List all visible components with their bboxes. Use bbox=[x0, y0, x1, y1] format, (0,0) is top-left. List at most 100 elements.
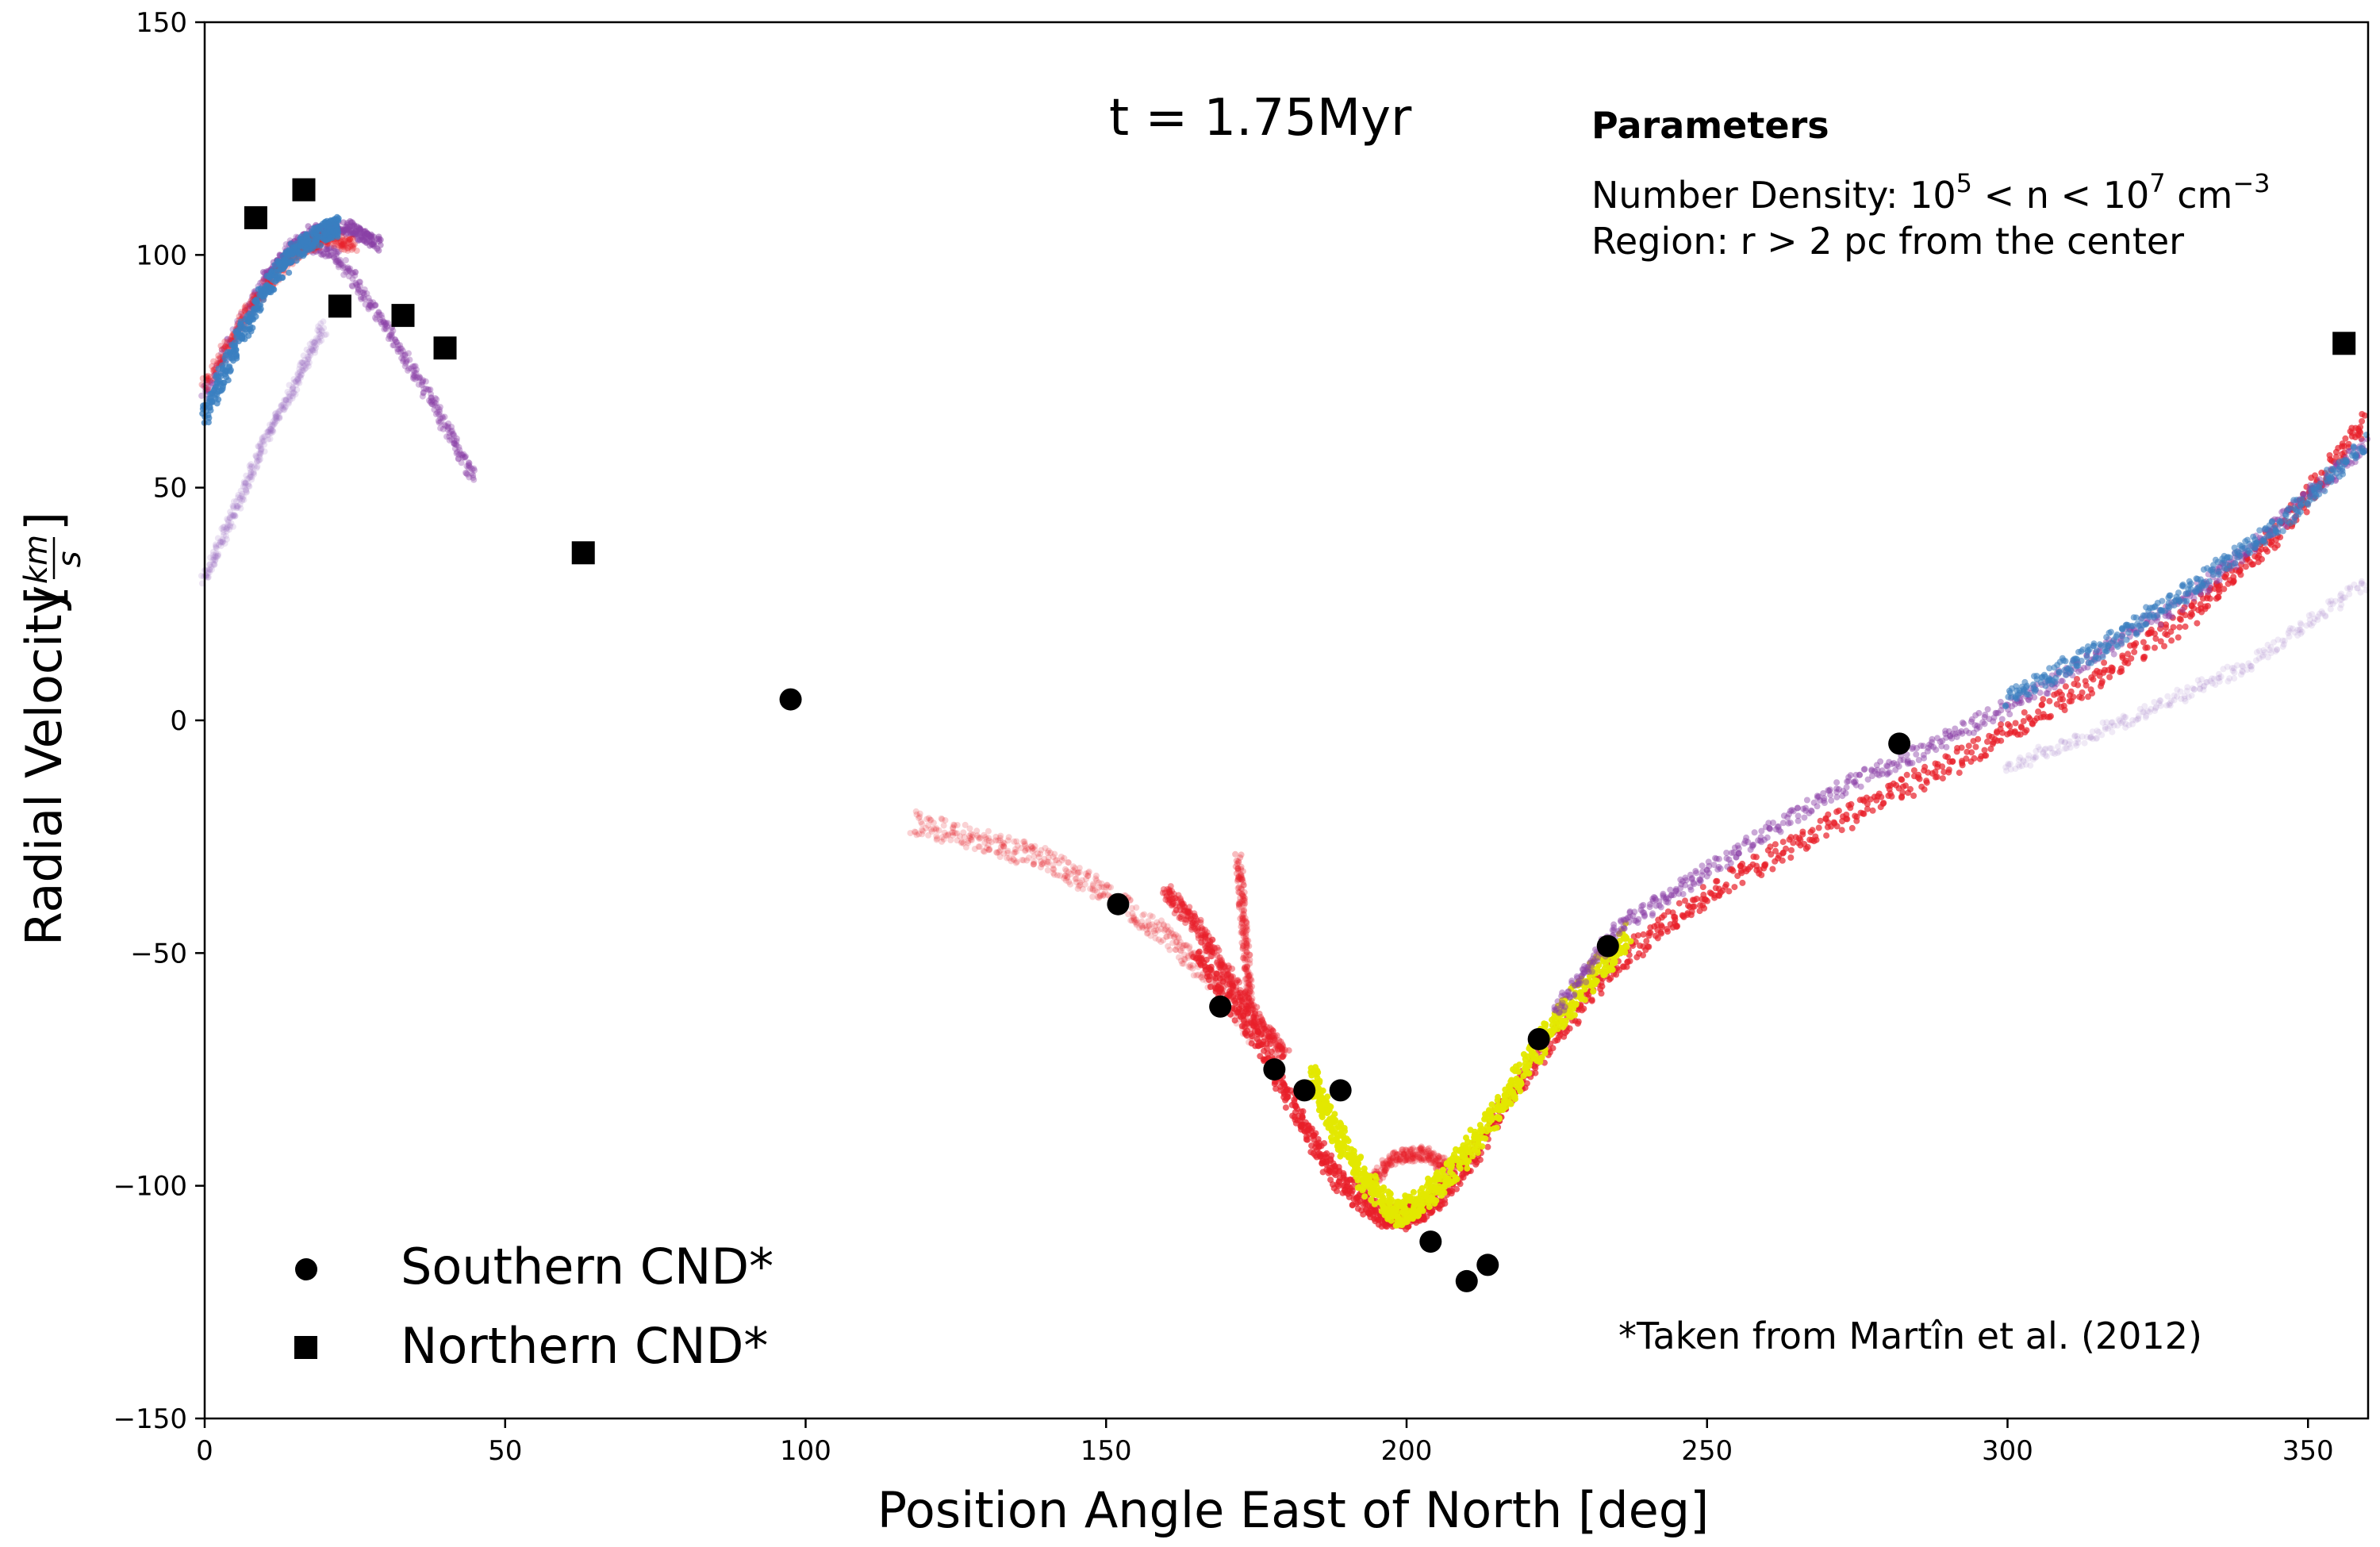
particle-point bbox=[1044, 867, 1051, 873]
particle-point bbox=[2206, 595, 2213, 602]
particle-point bbox=[286, 269, 293, 276]
particle-point bbox=[217, 378, 224, 386]
particle-point bbox=[206, 562, 213, 568]
particle-point bbox=[1000, 843, 1008, 850]
particle-point bbox=[213, 543, 220, 550]
particle-point bbox=[260, 437, 267, 444]
particle-point bbox=[215, 541, 222, 548]
particle-point bbox=[205, 383, 212, 390]
particle-point bbox=[1138, 918, 1146, 925]
particle-point bbox=[1172, 931, 1179, 939]
particle-point bbox=[1343, 1135, 1350, 1142]
particle-point bbox=[1089, 893, 1096, 900]
particle-point bbox=[1355, 1166, 1362, 1173]
particle-point bbox=[209, 561, 217, 567]
particle-point bbox=[420, 385, 428, 392]
particle-point bbox=[301, 356, 309, 363]
particle-point bbox=[1065, 869, 1072, 876]
particle-point bbox=[228, 520, 235, 527]
particle-point bbox=[2152, 644, 2158, 651]
particle-point bbox=[922, 824, 929, 831]
particle-point bbox=[1229, 965, 1236, 973]
particle-point bbox=[453, 442, 460, 449]
particle-point bbox=[345, 236, 352, 244]
particle-point bbox=[1090, 882, 1096, 889]
particle-point bbox=[220, 529, 227, 536]
particle-point bbox=[1989, 740, 1996, 747]
particle-point bbox=[207, 378, 214, 386]
particle-point bbox=[238, 493, 245, 500]
particle-point bbox=[1176, 941, 1183, 948]
particle-point bbox=[1972, 743, 1979, 750]
particle-point bbox=[361, 295, 368, 302]
particle-point bbox=[308, 344, 315, 351]
particle-point bbox=[259, 436, 266, 443]
particle-point bbox=[353, 281, 359, 288]
particle-point bbox=[290, 386, 297, 393]
particle-point bbox=[1082, 870, 1089, 877]
particle-point bbox=[217, 543, 225, 550]
particle-point bbox=[253, 458, 260, 465]
particle-point bbox=[1154, 927, 1161, 934]
particle-point bbox=[1676, 900, 1683, 907]
particle-point bbox=[227, 509, 234, 516]
particle-point bbox=[1065, 859, 1072, 866]
particle-point bbox=[271, 419, 278, 426]
particle-point bbox=[1020, 857, 1027, 864]
particle-point bbox=[410, 374, 417, 381]
particle-point bbox=[1549, 1045, 1557, 1052]
particle-point bbox=[985, 842, 992, 849]
particle-point bbox=[1061, 866, 1069, 873]
particle-point bbox=[247, 471, 254, 478]
particle-point bbox=[420, 390, 427, 397]
particle-point bbox=[1230, 993, 1236, 1000]
particle-point bbox=[248, 461, 255, 468]
particle-point bbox=[210, 556, 217, 563]
particle-point bbox=[1167, 927, 1174, 934]
particle-point bbox=[394, 342, 401, 349]
particle-point bbox=[1146, 921, 1153, 928]
particle-point bbox=[1939, 763, 1946, 770]
particle-point bbox=[969, 833, 976, 840]
particle-point bbox=[1325, 1107, 1332, 1115]
particle-point bbox=[339, 241, 346, 248]
particle-point bbox=[232, 512, 239, 520]
particle-point bbox=[465, 459, 472, 466]
particle-point bbox=[1903, 771, 1910, 778]
particle-point bbox=[347, 241, 355, 248]
particle-point bbox=[919, 827, 925, 834]
particle-point bbox=[282, 397, 290, 404]
particle-point bbox=[332, 259, 340, 266]
particle-point bbox=[304, 356, 311, 363]
particle-point bbox=[367, 303, 374, 310]
particle-point bbox=[217, 539, 225, 546]
particle-point bbox=[267, 426, 274, 433]
particle-point bbox=[1031, 846, 1038, 853]
particle-band-red-particles-fork bbox=[1159, 883, 1292, 1061]
particle-point bbox=[1939, 775, 1946, 782]
particle-point bbox=[916, 810, 923, 817]
particle-point bbox=[372, 301, 379, 309]
particle-point bbox=[267, 426, 274, 432]
particle-point bbox=[1306, 1125, 1313, 1132]
particle-point bbox=[218, 346, 225, 353]
particle-point bbox=[2067, 688, 2075, 695]
particle-point bbox=[223, 536, 230, 543]
particle-point bbox=[1860, 810, 1867, 817]
particle-point bbox=[234, 504, 241, 511]
particle-point bbox=[1981, 747, 1988, 754]
particle-point bbox=[212, 554, 219, 560]
particle-point bbox=[401, 363, 409, 370]
particle-point bbox=[1496, 1107, 1503, 1114]
particle-point bbox=[215, 396, 222, 403]
particle-point bbox=[217, 539, 225, 546]
particle-point bbox=[230, 512, 237, 519]
particle-point bbox=[463, 470, 469, 476]
particle-point bbox=[1098, 884, 1105, 891]
particle-point bbox=[1739, 860, 1746, 867]
particle-point bbox=[204, 375, 211, 382]
particle-point bbox=[307, 351, 314, 359]
particle-point bbox=[1013, 838, 1020, 845]
particle-point bbox=[278, 403, 285, 410]
